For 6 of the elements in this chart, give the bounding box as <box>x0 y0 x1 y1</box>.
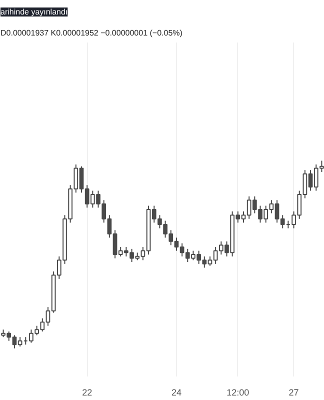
x-tick-label: 12:00 <box>226 388 250 398</box>
text: D0.00001937 K0.00001952 −0.00000001 (−0.05%) <box>0 28 183 38</box>
x-tick-label: 22 <box>82 388 92 398</box>
chart-title: arihinde yayınlandı <box>0 8 68 16</box>
x-tick-label: 24 <box>171 388 182 398</box>
x-tick-label: 27 <box>288 388 299 398</box>
